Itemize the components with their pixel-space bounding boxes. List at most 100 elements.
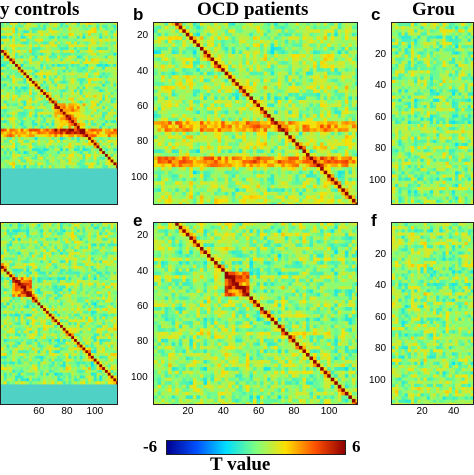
heatmap-cell: [341, 181, 346, 186]
heatmap-cell: [256, 71, 261, 76]
heatmap-cell: [295, 61, 300, 66]
heatmap-cell: [313, 85, 317, 90]
heatmap-cell: [161, 32, 165, 37]
heatmap-cell: [284, 181, 289, 186]
heatmap-cell: [88, 125, 92, 130]
heatmap-cell: [12, 142, 16, 146]
heatmap-cell: [341, 23, 346, 27]
heatmap-cell: [164, 89, 169, 94]
heatmap-cell: [157, 46, 162, 51]
heatmap-cell: [34, 92, 38, 96]
heatmap-cell: [76, 103, 81, 107]
heatmap-cell: [203, 149, 208, 154]
heatmap-cell: [337, 121, 342, 126]
heatmap-cell: [274, 188, 279, 193]
heatmap-cell: [295, 29, 300, 34]
heatmap-cell: [113, 66, 117, 71]
heatmap-cell: [113, 137, 117, 141]
heatmap-cell: [90, 52, 95, 56]
heatmap-cell: [116, 80, 117, 85]
heatmap-cell: [48, 58, 52, 62]
heatmap-cell: [196, 131, 201, 136]
heatmap-cell: [45, 123, 50, 127]
heatmap-cell: [20, 108, 24, 113]
heatmap-cell: [23, 23, 27, 26]
heatmap-cell: [40, 58, 44, 62]
heatmap-cell: [291, 114, 296, 119]
heatmap-cell: [79, 58, 83, 62]
heatmap-cell: [277, 50, 282, 55]
heatmap-cell: [1, 58, 5, 62]
heatmap-cell: [203, 46, 208, 51]
heatmap-cell: [238, 43, 243, 48]
heatmap-cell: [178, 99, 183, 104]
heatmap-cell: [9, 61, 13, 65]
heatmap-cell: [79, 24, 83, 28]
heatmap-cell: [40, 111, 44, 115]
heatmap-cell: [107, 134, 111, 138]
heatmap-cell: [334, 78, 339, 83]
heatmap-cell: [298, 68, 303, 73]
heatmap-cell: [90, 139, 95, 144]
heatmap-cell: [88, 69, 92, 73]
heatmap-cell: [102, 27, 106, 31]
heatmap-cell: [88, 123, 92, 127]
heatmap-cell: [256, 85, 261, 90]
heatmap-cell: [164, 29, 169, 34]
heatmap-cell: [85, 27, 89, 31]
heatmap-cell: [85, 41, 89, 45]
heatmap-cell: [263, 110, 268, 115]
heatmap-cell: [245, 39, 250, 44]
heatmap-cell: [104, 83, 109, 87]
heatmap-cell: [15, 162, 19, 166]
heatmap-cell: [6, 64, 10, 68]
heatmap-cell: [192, 188, 197, 193]
heatmap-cell: [260, 54, 264, 58]
heatmap-cell: [59, 75, 64, 79]
heatmap-cell: [291, 50, 296, 55]
heatmap-cell: [40, 41, 44, 45]
heatmap-cell: [107, 165, 111, 169]
heatmap-cell: [242, 103, 247, 108]
heatmap-cell: [323, 89, 328, 94]
heatmap-cell: [284, 54, 289, 58]
heatmap-cell: [256, 160, 261, 164]
heatmap-cell: [235, 156, 240, 161]
heatmap-cell: [231, 64, 236, 69]
heatmap-cell: [242, 68, 247, 73]
heatmap-cell: [245, 160, 250, 164]
heatmap-cell: [59, 131, 64, 135]
heatmap-cell: [65, 131, 69, 135]
heatmap-cell: [344, 188, 349, 193]
heatmap-cell: [249, 39, 254, 44]
heatmap-cell: [164, 138, 169, 143]
heatmap-cell: [1, 94, 5, 99]
heatmap-cell: [245, 135, 250, 140]
heatmap-cell: [68, 100, 72, 104]
heatmap-cell: [157, 163, 162, 168]
heatmap-cell: [298, 78, 303, 83]
heatmap-cell: [99, 117, 103, 121]
heatmap-cell: [295, 128, 300, 133]
heatmap-cell: [245, 96, 250, 101]
heatmap-cell: [337, 181, 342, 186]
heatmap-cell: [351, 54, 356, 58]
heatmap-cell: [192, 128, 197, 133]
heatmap-cell: [20, 35, 24, 40]
heatmap-cell: [31, 145, 36, 149]
heatmap-cell: [228, 174, 233, 179]
heatmap-cell: [351, 46, 356, 51]
heatmap-cell: [104, 49, 109, 54]
heatmap-cell: [40, 165, 44, 169]
heatmap-cell: [185, 54, 190, 58]
heatmap-cell: [277, 142, 282, 147]
heatmap-cell: [330, 142, 335, 147]
heatmap-cell: [59, 162, 64, 166]
heatmap-cell: [62, 145, 66, 149]
heatmap-cell: [192, 57, 197, 62]
heatmap-cell: [252, 174, 257, 179]
heatmap-cell: [71, 117, 75, 121]
heatmap-cell: [214, 167, 219, 172]
heatmap-cell: [99, 33, 103, 37]
heatmap-cell: [355, 99, 357, 104]
